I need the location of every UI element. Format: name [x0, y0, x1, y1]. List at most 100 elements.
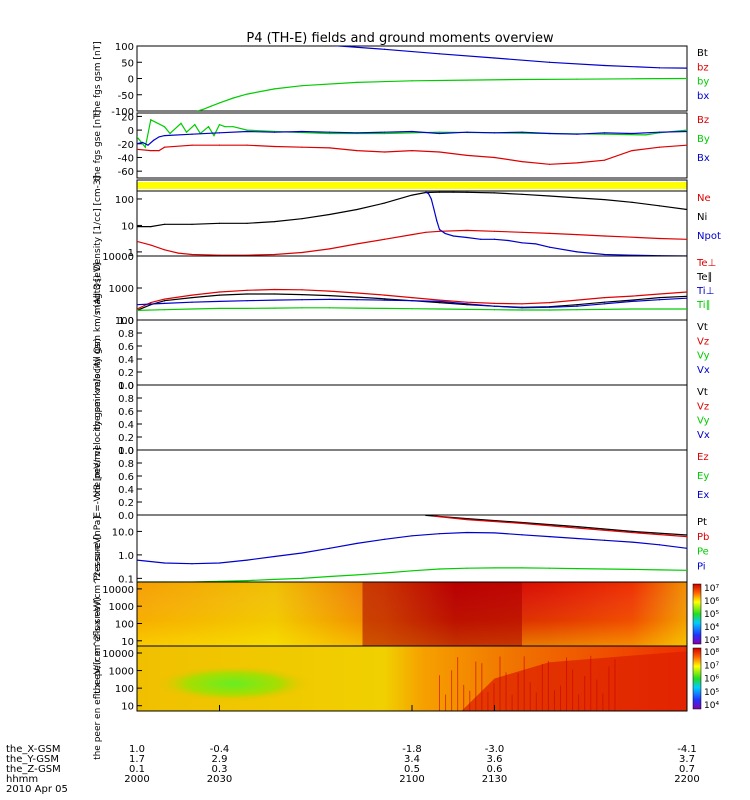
data-point [521, 78, 523, 81]
data-point [356, 132, 358, 134]
legend-entry: Vy [697, 351, 710, 362]
data-point [137, 240, 138, 242]
series-Ni [137, 191, 687, 228]
data-point [301, 85, 303, 87]
data-point [576, 527, 578, 529]
data-point [150, 119, 152, 121]
data-point [576, 304, 578, 306]
panel-frame [136, 255, 688, 321]
footer-value: 2100 [399, 774, 424, 785]
data-point [147, 144, 149, 146]
data-point [328, 213, 331, 216]
legend-entry: By [697, 134, 710, 145]
data-point [603, 539, 606, 541]
data-point [137, 136, 138, 138]
data-point [246, 130, 248, 133]
data-point [548, 246, 551, 248]
data-point [273, 220, 276, 223]
colorbar-frame [692, 647, 702, 710]
data-point [686, 536, 687, 538]
data-point [603, 303, 606, 305]
series-Pt [425, 515, 687, 536]
data-point [218, 307, 221, 310]
data-point [150, 150, 152, 152]
footer-row-x: the_X-GSM [6, 744, 60, 755]
data-point [163, 298, 166, 300]
legend-entry: Te⊥ [696, 258, 716, 269]
data-point [383, 294, 386, 296]
data-point [686, 130, 687, 133]
legend-entry: bz [697, 62, 709, 73]
y-tick-label: 0.4 [118, 355, 134, 366]
data-point [548, 61, 551, 63]
y-axis-label: magt3 [eV] [93, 263, 103, 314]
data-point [301, 218, 303, 220]
data-point [411, 300, 413, 302]
y-axis-label: Pressure [nPa] [93, 516, 103, 581]
data-point [548, 567, 551, 569]
footer-value: 0.5 [404, 764, 420, 775]
data-point [438, 228, 441, 231]
y-axis-label: the peir velocity gsm km/s (All Qs) [93, 275, 103, 430]
data-point [521, 242, 523, 244]
data-point [224, 126, 226, 128]
data-point [576, 78, 578, 80]
y-tick-label: 100 [115, 619, 134, 630]
data-point [466, 154, 468, 157]
spectrogram-peak-region [362, 582, 522, 646]
y-tick-label: 100 [115, 684, 134, 695]
series-Pe [137, 567, 687, 582]
data-point [521, 522, 523, 524]
data-point [191, 294, 193, 296]
data-point [383, 298, 386, 300]
data-point [466, 191, 468, 193]
data-point [246, 580, 248, 582]
data-point [137, 148, 138, 150]
panel-1: 20 0 -20 -40 -60 the fgs gse [nT] Bz By Bx [93, 110, 710, 181]
panel-frame [136, 514, 688, 583]
y-tick-label: 10 [121, 637, 134, 648]
data-point [658, 299, 661, 301]
footer-value: -1.8 [402, 744, 422, 755]
data-point [273, 578, 276, 581]
data-point [383, 307, 386, 310]
footer-value: 2.9 [212, 754, 228, 765]
data-point [328, 248, 331, 250]
series-clip-group [196, 46, 687, 111]
data-point [328, 132, 331, 135]
data-point [218, 102, 221, 104]
data-point [328, 147, 331, 149]
data-point [218, 294, 221, 296]
data-point [645, 134, 647, 136]
legend-entry: Npot [697, 231, 721, 242]
data-point [411, 194, 413, 196]
data-point [383, 299, 386, 301]
legend-entry: Pb [697, 532, 709, 543]
data-point [521, 567, 523, 569]
footer-value: 3.4 [404, 754, 420, 765]
y-tick-label: 0.6 [118, 472, 134, 483]
data-point [452, 235, 454, 237]
data-point [273, 307, 276, 309]
data-point [576, 162, 578, 164]
y-tick-label: 10000 [102, 252, 134, 263]
footer-value: -0.4 [210, 744, 230, 755]
data-point [631, 308, 633, 310]
panel-2 [136, 179, 688, 192]
data-point [163, 309, 166, 311]
colorbar-label: 10³ [704, 636, 719, 646]
colorbar-label: 10⁶ [704, 675, 719, 685]
data-point [163, 126, 166, 128]
data-point [137, 309, 138, 311]
data-point [658, 544, 661, 546]
data-point [163, 223, 166, 225]
legend-entry: Vz [697, 336, 709, 347]
data-point [273, 131, 276, 133]
data-point [576, 133, 578, 135]
data-point [207, 126, 210, 128]
series-clip-group [137, 515, 687, 582]
series-Ne [137, 229, 687, 256]
y-tick-label: 1.0 [118, 446, 134, 457]
data-point [603, 568, 606, 570]
data-point [411, 535, 413, 537]
